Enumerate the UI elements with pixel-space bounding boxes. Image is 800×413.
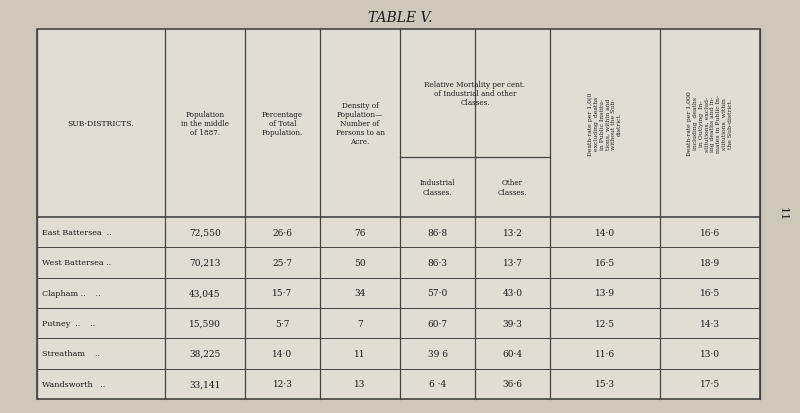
Text: 50: 50	[354, 259, 366, 267]
Text: 14·0: 14·0	[595, 228, 615, 237]
Text: 13·7: 13·7	[502, 259, 522, 267]
Text: 43·0: 43·0	[502, 289, 522, 298]
Text: 13·0: 13·0	[700, 349, 720, 358]
Text: Putney  ..    ..: Putney .. ..	[42, 319, 95, 328]
Text: Wandsworth   ..: Wandsworth ..	[42, 380, 106, 388]
Text: Death-rate per 1,000
including  deaths
in Outlying  In-
stitutions, exclud-
ing : Death-rate per 1,000 including deaths in…	[687, 91, 733, 156]
Text: 76: 76	[354, 228, 366, 237]
Text: 33,141: 33,141	[190, 380, 221, 388]
Text: Streatham    ..: Streatham ..	[42, 350, 100, 358]
Text: 11·6: 11·6	[595, 349, 615, 358]
Text: 13·9: 13·9	[595, 289, 615, 298]
Text: 36·6: 36·6	[502, 380, 522, 388]
Text: Population
in the middle
of 1887.: Population in the middle of 1887.	[181, 111, 229, 137]
Text: 25·7: 25·7	[273, 259, 293, 267]
Text: 11: 11	[354, 349, 366, 358]
Text: SUB-DISTRICTS.: SUB-DISTRICTS.	[68, 120, 134, 128]
Text: 43,045: 43,045	[189, 289, 221, 298]
Text: East Battersea  ..: East Battersea ..	[42, 229, 112, 237]
Text: 72,550: 72,550	[189, 228, 221, 237]
Text: 11: 11	[778, 206, 788, 221]
Text: Clapham ..    ..: Clapham .. ..	[42, 289, 101, 297]
Text: Other
Classes.: Other Classes.	[498, 179, 527, 196]
Text: 38,225: 38,225	[190, 349, 221, 358]
Text: 26·6: 26·6	[273, 228, 293, 237]
Text: 13·2: 13·2	[502, 228, 522, 237]
Text: Death-rate per 1,0(0
excluding  deaths
in Public Institu-
tions, within and
with: Death-rate per 1,0(0 excluding deaths in…	[588, 92, 622, 155]
Text: 15,590: 15,590	[189, 319, 221, 328]
Text: Industrial
Classes.: Industrial Classes.	[420, 179, 455, 196]
Text: 15·3: 15·3	[595, 380, 615, 388]
Bar	[37, 30, 760, 399]
Text: 5·7: 5·7	[275, 319, 290, 328]
Text: Density of
Population—
Number of
Persons to an
Acre.: Density of Population— Number of Persons…	[335, 101, 385, 146]
Text: 16·6: 16·6	[700, 228, 720, 237]
Text: 86·3: 86·3	[427, 259, 447, 267]
Text: 12·5: 12·5	[595, 319, 615, 328]
Text: 13: 13	[354, 380, 366, 388]
Text: 60·4: 60·4	[502, 349, 522, 358]
Text: 34: 34	[354, 289, 366, 298]
Text: 6 ·4: 6 ·4	[429, 380, 446, 388]
Text: 57·0: 57·0	[427, 289, 448, 298]
Text: 7: 7	[357, 319, 363, 328]
Text: 12·3: 12·3	[273, 380, 293, 388]
Text: 16·5: 16·5	[700, 289, 720, 298]
Text: TABLE V.: TABLE V.	[368, 11, 432, 25]
Text: 39·3: 39·3	[502, 319, 522, 328]
Text: 15·7: 15·7	[272, 289, 293, 298]
Text: West Battersea ..: West Battersea ..	[42, 259, 111, 267]
Text: Relative Mortality per cent.
of Industrial and other
Classes.: Relative Mortality per cent. of Industri…	[425, 81, 526, 107]
Text: 14·3: 14·3	[700, 319, 720, 328]
Text: Percentage
of Total
Population.: Percentage of Total Population.	[262, 111, 303, 137]
Text: 18·9: 18·9	[700, 259, 720, 267]
Text: 39 6: 39 6	[427, 349, 447, 358]
Text: 14·0: 14·0	[273, 349, 293, 358]
Text: 60·7: 60·7	[427, 319, 447, 328]
Text: 16·5: 16·5	[595, 259, 615, 267]
Text: 17·5: 17·5	[700, 380, 720, 388]
Text: 70,213: 70,213	[190, 259, 221, 267]
Text: 86·8: 86·8	[427, 228, 447, 237]
